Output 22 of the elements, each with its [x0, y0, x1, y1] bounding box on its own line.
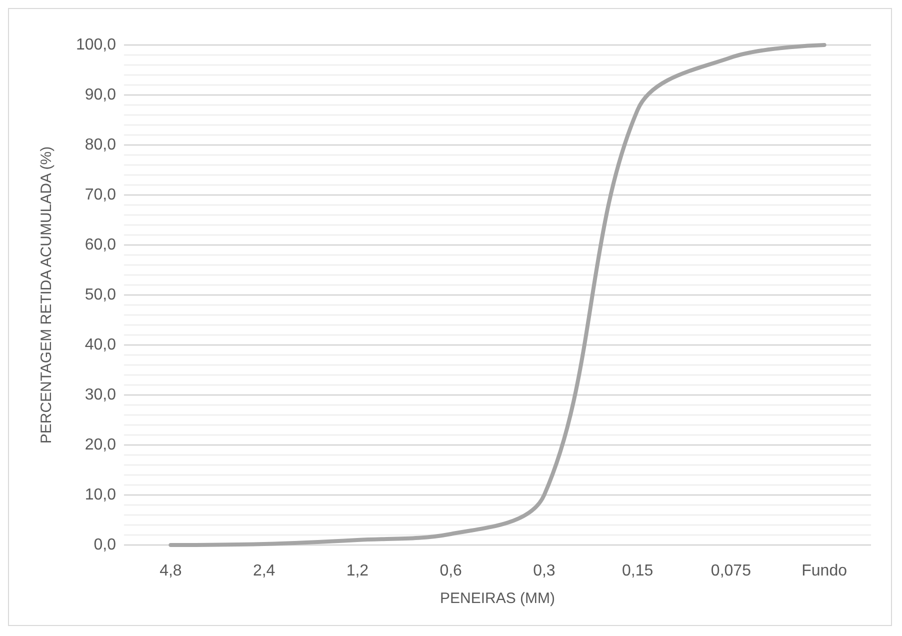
x-axis-title: PENEIRAS (MM): [440, 590, 556, 607]
y-tick-label: 30,0: [84, 386, 116, 404]
x-tick-label: Fundo: [802, 562, 848, 580]
x-tick-label: 4,8: [160, 562, 182, 580]
x-tick-label: 0,6: [440, 562, 462, 580]
x-tick-label: 0,3: [533, 562, 556, 580]
y-tick-label: 0,0: [94, 536, 116, 554]
x-tick-label: 2,4: [252, 562, 276, 580]
y-tick-label: 80,0: [84, 136, 116, 154]
x-tick-label: 0,15: [622, 562, 654, 580]
line-series: [168, 43, 826, 547]
y-tick-label: 50,0: [84, 286, 116, 304]
y-tick-label: 40,0: [84, 336, 116, 354]
y-tick-label: 90,0: [84, 86, 116, 104]
y-tick-label: 10,0: [84, 486, 116, 504]
y-tick-label: 70,0: [84, 186, 116, 204]
y-tick-label: 20,0: [84, 436, 116, 454]
x-tick-label: 0,075: [710, 562, 752, 580]
y-tick-label: 100,0: [76, 36, 116, 54]
y-tick-label: 60,0: [84, 236, 116, 254]
x-tick-label: 1,2: [346, 562, 369, 580]
y-axis-title: PERCENTAGEM RETIDA ACUMULADA (%): [38, 146, 55, 444]
